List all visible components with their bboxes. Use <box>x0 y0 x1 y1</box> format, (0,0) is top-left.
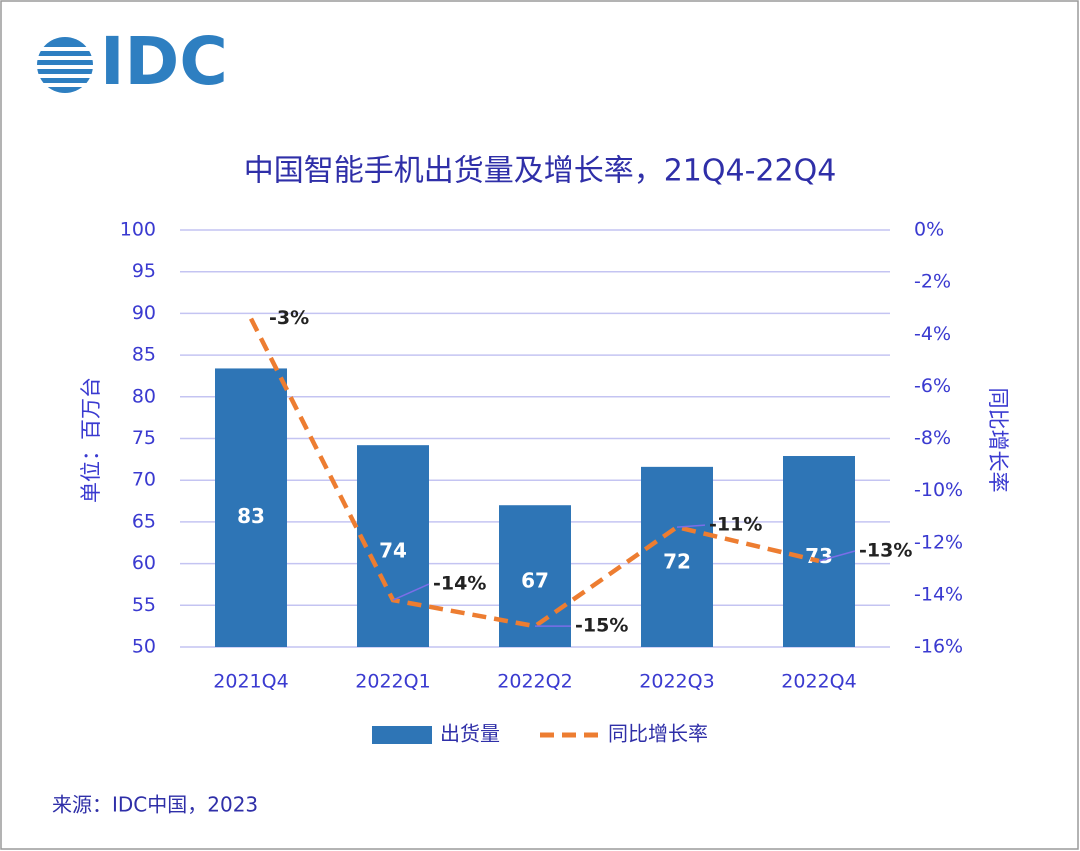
legend-swatch <box>372 726 432 744</box>
y-tick-label: 55 <box>132 594 156 616</box>
logo-mark <box>35 37 97 93</box>
y2-tick-label: -8% <box>914 427 951 449</box>
legend-label: 出货量 <box>440 722 500 746</box>
line-value-label: -3% <box>269 307 309 329</box>
bar-value-label: 72 <box>663 549 691 573</box>
y2-tick-label: -14% <box>914 583 963 605</box>
bar-value-label: 73 <box>805 544 833 568</box>
line-value-label: -14% <box>433 573 486 595</box>
line-value-label: -13% <box>859 539 912 561</box>
y2-tick-label: -16% <box>914 636 963 658</box>
y-tick-label: 85 <box>132 344 156 366</box>
x-tick-label: 2022Q1 <box>355 671 430 693</box>
bar-value-label: 83 <box>237 504 265 528</box>
leader-line <box>392 583 430 601</box>
y-tick-label: 75 <box>132 427 156 449</box>
x-tick-label: 2022Q2 <box>497 671 572 693</box>
bar <box>641 466 713 647</box>
bar <box>783 456 855 647</box>
chart-title: 中国智能手机出货量及增长率，21Q4-22Q4 <box>244 154 837 189</box>
x-tick-label: 2022Q3 <box>639 671 714 693</box>
source-note: 来源：IDC中国，2023 <box>52 793 258 817</box>
y2-tick-label: -2% <box>914 271 951 293</box>
y-tick-label: 65 <box>132 510 156 532</box>
y-tick-label: 100 <box>120 219 156 241</box>
y-tick-label: 70 <box>132 469 156 491</box>
bar <box>215 368 287 647</box>
bar <box>357 445 429 647</box>
x-tick-label: 2022Q4 <box>781 671 856 693</box>
line-value-label: -11% <box>709 514 762 536</box>
y2-tick-label: -6% <box>914 375 951 397</box>
logo-text: IDC <box>100 23 228 100</box>
y2-tick-label: -12% <box>914 531 963 553</box>
y-tick-label: 95 <box>132 260 156 282</box>
y2-axis-label: 同比增长率 <box>986 388 1010 493</box>
y-tick-label: 90 <box>132 302 156 324</box>
bar <box>499 505 571 647</box>
y2-tick-label: 0% <box>914 219 944 241</box>
y2-tick-label: -4% <box>914 323 951 345</box>
leader-line <box>818 550 856 562</box>
x-tick-label: 2021Q4 <box>213 671 288 693</box>
bar-value-label: 67 <box>521 569 549 593</box>
line-value-label: -15% <box>575 615 628 637</box>
leader-line <box>676 524 706 528</box>
y-axis-label: 单位：百万台 <box>79 377 103 503</box>
y-tick-label: 80 <box>132 385 156 407</box>
bar-value-label: 74 <box>379 539 407 563</box>
y-tick-label: 60 <box>132 552 156 574</box>
y-tick-label: 50 <box>132 636 156 658</box>
line <box>248 317 820 629</box>
y2-tick-label: -10% <box>914 479 963 501</box>
legend-label: 同比增长率 <box>608 722 708 746</box>
